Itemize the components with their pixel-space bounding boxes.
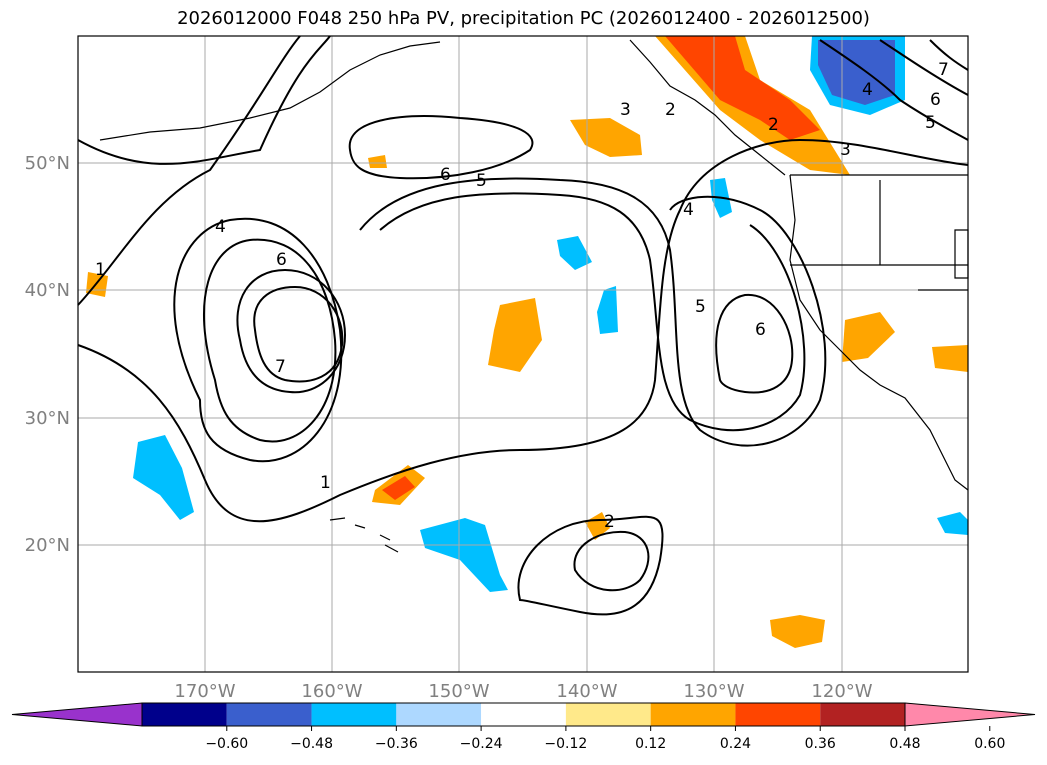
contour-label: 7 [938, 60, 949, 80]
precip-shading [86, 36, 968, 648]
lon-label: 130°W [683, 681, 744, 702]
contour-label: 2 [665, 100, 676, 120]
colorbar-segment [735, 703, 821, 726]
contour-labels: 1 2 3 4 5 6 7 2 3 4 5 6 4 5 6 7 1 2 6 [95, 60, 949, 532]
lon-label: 120°W [811, 681, 872, 702]
contour-label: 4 [215, 217, 226, 237]
colorbar-tick-label: −0.12 [544, 736, 587, 752]
contour-label: 6 [755, 320, 766, 340]
contour-label: 2 [768, 115, 779, 135]
colorbar-tick-label: 0.48 [889, 736, 920, 752]
lon-label: 150°W [428, 681, 489, 702]
contour-label: 6 [930, 90, 941, 110]
colorbar-tick-label: 0.36 [805, 736, 836, 752]
lat-label: 50°N [25, 153, 70, 174]
latitude-labels: 50°N 40°N 30°N 20°N [25, 153, 70, 556]
contour-label: 6 [276, 250, 287, 270]
colorbar-tick-label: −0.60 [205, 736, 248, 752]
colorbar-segment [565, 703, 651, 726]
colorbar-segment [142, 703, 227, 726]
contour-label: 5 [476, 171, 487, 191]
map-frame [77, 35, 969, 673]
colorbar-tick-label: −0.36 [375, 736, 418, 752]
contour-label: 1 [320, 473, 331, 493]
longitude-labels: 170°W 160°W 150°W 140°W 130°W 120°W [174, 681, 872, 702]
colorbar-segment [820, 703, 905, 726]
lat-label: 40°N [25, 280, 70, 301]
coastlines [99, 39, 969, 553]
contour-label: 1 [95, 260, 106, 280]
colorbar-tick-label: 0.12 [635, 736, 666, 752]
colorbar-segment [226, 703, 312, 726]
contour-label: 5 [925, 113, 936, 133]
colorbar-outline [141, 702, 906, 727]
contour-label: 2 [604, 512, 615, 532]
contour-label: 3 [840, 140, 851, 160]
colorbar-segment [311, 703, 397, 726]
contour-label: 5 [695, 297, 706, 317]
colorbar-tick-label: 0.60 [974, 736, 1005, 752]
colorbar-tick-label: −0.48 [290, 736, 333, 752]
contour-label: 6 [440, 165, 451, 185]
contour-label: 7 [275, 357, 286, 377]
colorbar-extend-max [904, 702, 1036, 727]
colorbar-extend-min [11, 702, 143, 727]
lon-label: 140°W [556, 681, 617, 702]
lon-label: 160°W [301, 681, 362, 702]
contour-label: 4 [683, 200, 694, 220]
contour-label: 4 [862, 80, 873, 100]
colorbar-segment [650, 703, 736, 726]
lat-label: 30°N [25, 408, 70, 429]
lat-label: 20°N [25, 535, 70, 556]
colorbar-tick-label: 0.24 [720, 736, 751, 752]
lon-label: 170°W [174, 681, 235, 702]
map-title: 2026012000 F048 250 hPa PV, precipitatio… [177, 8, 870, 29]
gridlines [78, 36, 968, 672]
colorbar [11, 702, 1036, 727]
pv-contours [77, 35, 969, 616]
contour-label: 3 [620, 100, 631, 120]
colorbar-segment [396, 703, 482, 726]
colorbar-segment [481, 703, 566, 726]
colorbar-tick-label: −0.24 [460, 736, 503, 752]
colorbar-tick-labels: −0.60 −0.48 −0.36 −0.24 −0.12 0.12 0.24 0.36 0.4… [205, 726, 1005, 752]
